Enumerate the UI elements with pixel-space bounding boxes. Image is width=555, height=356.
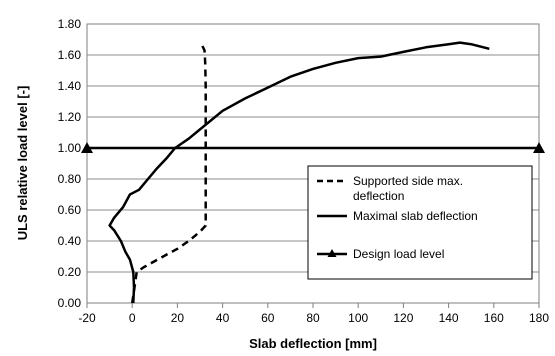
y-tick-label: 1.00 (58, 141, 82, 155)
series-group (81, 41, 545, 304)
y-tick-label: 0.20 (58, 265, 82, 279)
y-tick-label: 1.80 (58, 17, 82, 31)
y-tick-label: 1.20 (58, 110, 82, 124)
y-axis-title: ULS relative load level [-] (15, 86, 30, 241)
y-tick-label: 0.60 (58, 203, 82, 217)
x-tick-label: 40 (216, 311, 230, 325)
legend-label-design-load: Design load level (353, 247, 444, 261)
design-load-marker (533, 142, 545, 153)
y-tick-label: 0.40 (58, 234, 82, 248)
y-tick-label: 1.60 (58, 48, 82, 62)
x-axis-title: Slab deflection [mm] (249, 336, 377, 351)
y-tick-label: 1.40 (58, 79, 82, 93)
design-load-marker (81, 142, 93, 153)
x-tick-label: 160 (484, 311, 504, 325)
legend-box (307, 165, 533, 280)
legend-label-maximal-deflection: Maximal slab deflection (353, 209, 478, 223)
legend-label-supported-side: Supported side max. deflection (353, 174, 466, 203)
series-line-0 (130, 41, 207, 304)
series-line-1 (108, 41, 490, 304)
legend-label-supported-side-line1: Supported side max. (353, 174, 463, 188)
y-tick-label: 0.80 (58, 172, 82, 186)
legend: Supported side max. deflection Maximal s… (307, 165, 533, 280)
x-tick-label: 100 (348, 311, 368, 325)
x-tick-label: 140 (439, 311, 459, 325)
x-tick-label: 60 (261, 311, 275, 325)
x-tick-label: 80 (306, 311, 320, 325)
y-tick-label: 0.00 (58, 296, 82, 310)
x-tick-label: 120 (393, 311, 413, 325)
legend-label-supported-side-line2: deflection (353, 189, 404, 203)
x-tick-label: -20 (78, 311, 96, 325)
tick-labels: 0.00 0.20 0.40 0.60 0.80 1.00 1.20 1.40 1.60 1.80… (58, 17, 550, 325)
x-tick-label: 180 (529, 311, 549, 325)
x-tick-label: 20 (171, 311, 185, 325)
legend-marker-triangle-icon (327, 249, 337, 257)
x-tick-label: 0 (129, 311, 136, 325)
